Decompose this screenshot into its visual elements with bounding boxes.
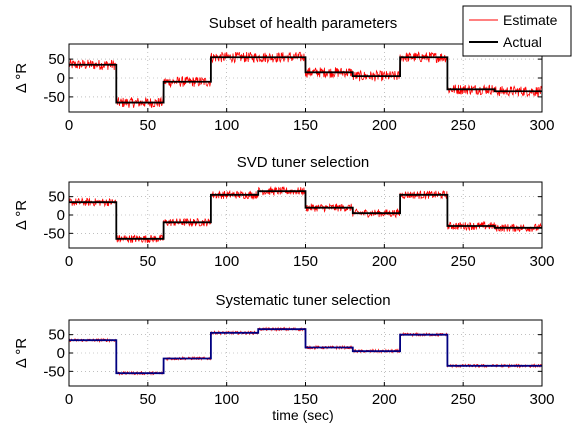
panel-3-xlabel: time (sec) [272,407,333,423]
x-tick-label: 150 [293,253,318,270]
x-tick-label: 50 [139,253,156,270]
x-tick-label: 250 [451,253,476,270]
x-tick-label: 0 [65,391,73,408]
actual-line [69,56,542,104]
legend-actual-label: Actual [503,34,542,50]
x-tick-label: 100 [214,253,239,270]
y-tick-label: -50 [43,363,65,380]
x-tick-label: 0 [65,117,73,134]
x-tick-label: 50 [139,391,156,408]
panel-2-title: SVD tuner selection [237,154,370,171]
actual-line [69,190,542,240]
legend-box [462,5,572,57]
legend: Estimate Actual [462,5,572,57]
x-tick-label: 150 [293,391,318,408]
panel-1-title: Subset of health parameters [209,15,397,32]
actual-line [69,328,542,375]
y-tick-label: 50 [48,51,65,68]
x-tick-label: 200 [372,391,397,408]
x-tick-label: 150 [293,117,318,134]
y-tick-label: -50 [43,225,65,242]
panel-2-ylabel: Δ °R [13,200,30,230]
y-tick-label: 0 [57,345,65,362]
x-tick-label: 200 [372,253,397,270]
y-tick-label: 50 [48,189,65,206]
y-tick-label: 0 [57,70,65,87]
x-tick-label: 0 [65,253,73,270]
x-tick-label: 250 [451,117,476,134]
panel-1-ylabel: Δ °R [13,63,30,93]
panel-3: Systematic tuner selection 0 50 100 150 200 2… [13,292,555,423]
legend-estimate-label: Estimate [503,12,558,28]
x-tick-label: 300 [529,117,554,134]
x-tick-label: 200 [372,117,397,134]
y-tick-label: 0 [57,207,65,224]
panel-3-title: Systematic tuner selection [215,292,390,309]
panel-3-ylabel: Δ °R [13,338,30,368]
x-tick-label: 250 [451,391,476,408]
panel-2: SVD tuner selection 0 50 100 150 200 250 30050… [13,154,555,270]
x-tick-label: 300 [529,391,554,408]
x-tick-label: 100 [214,391,239,408]
y-tick-label: -50 [43,89,65,106]
y-tick-label: 50 [48,327,65,344]
x-tick-label: 100 [214,117,239,134]
x-tick-label: 300 [529,253,554,270]
x-tick-label: 50 [139,117,156,134]
